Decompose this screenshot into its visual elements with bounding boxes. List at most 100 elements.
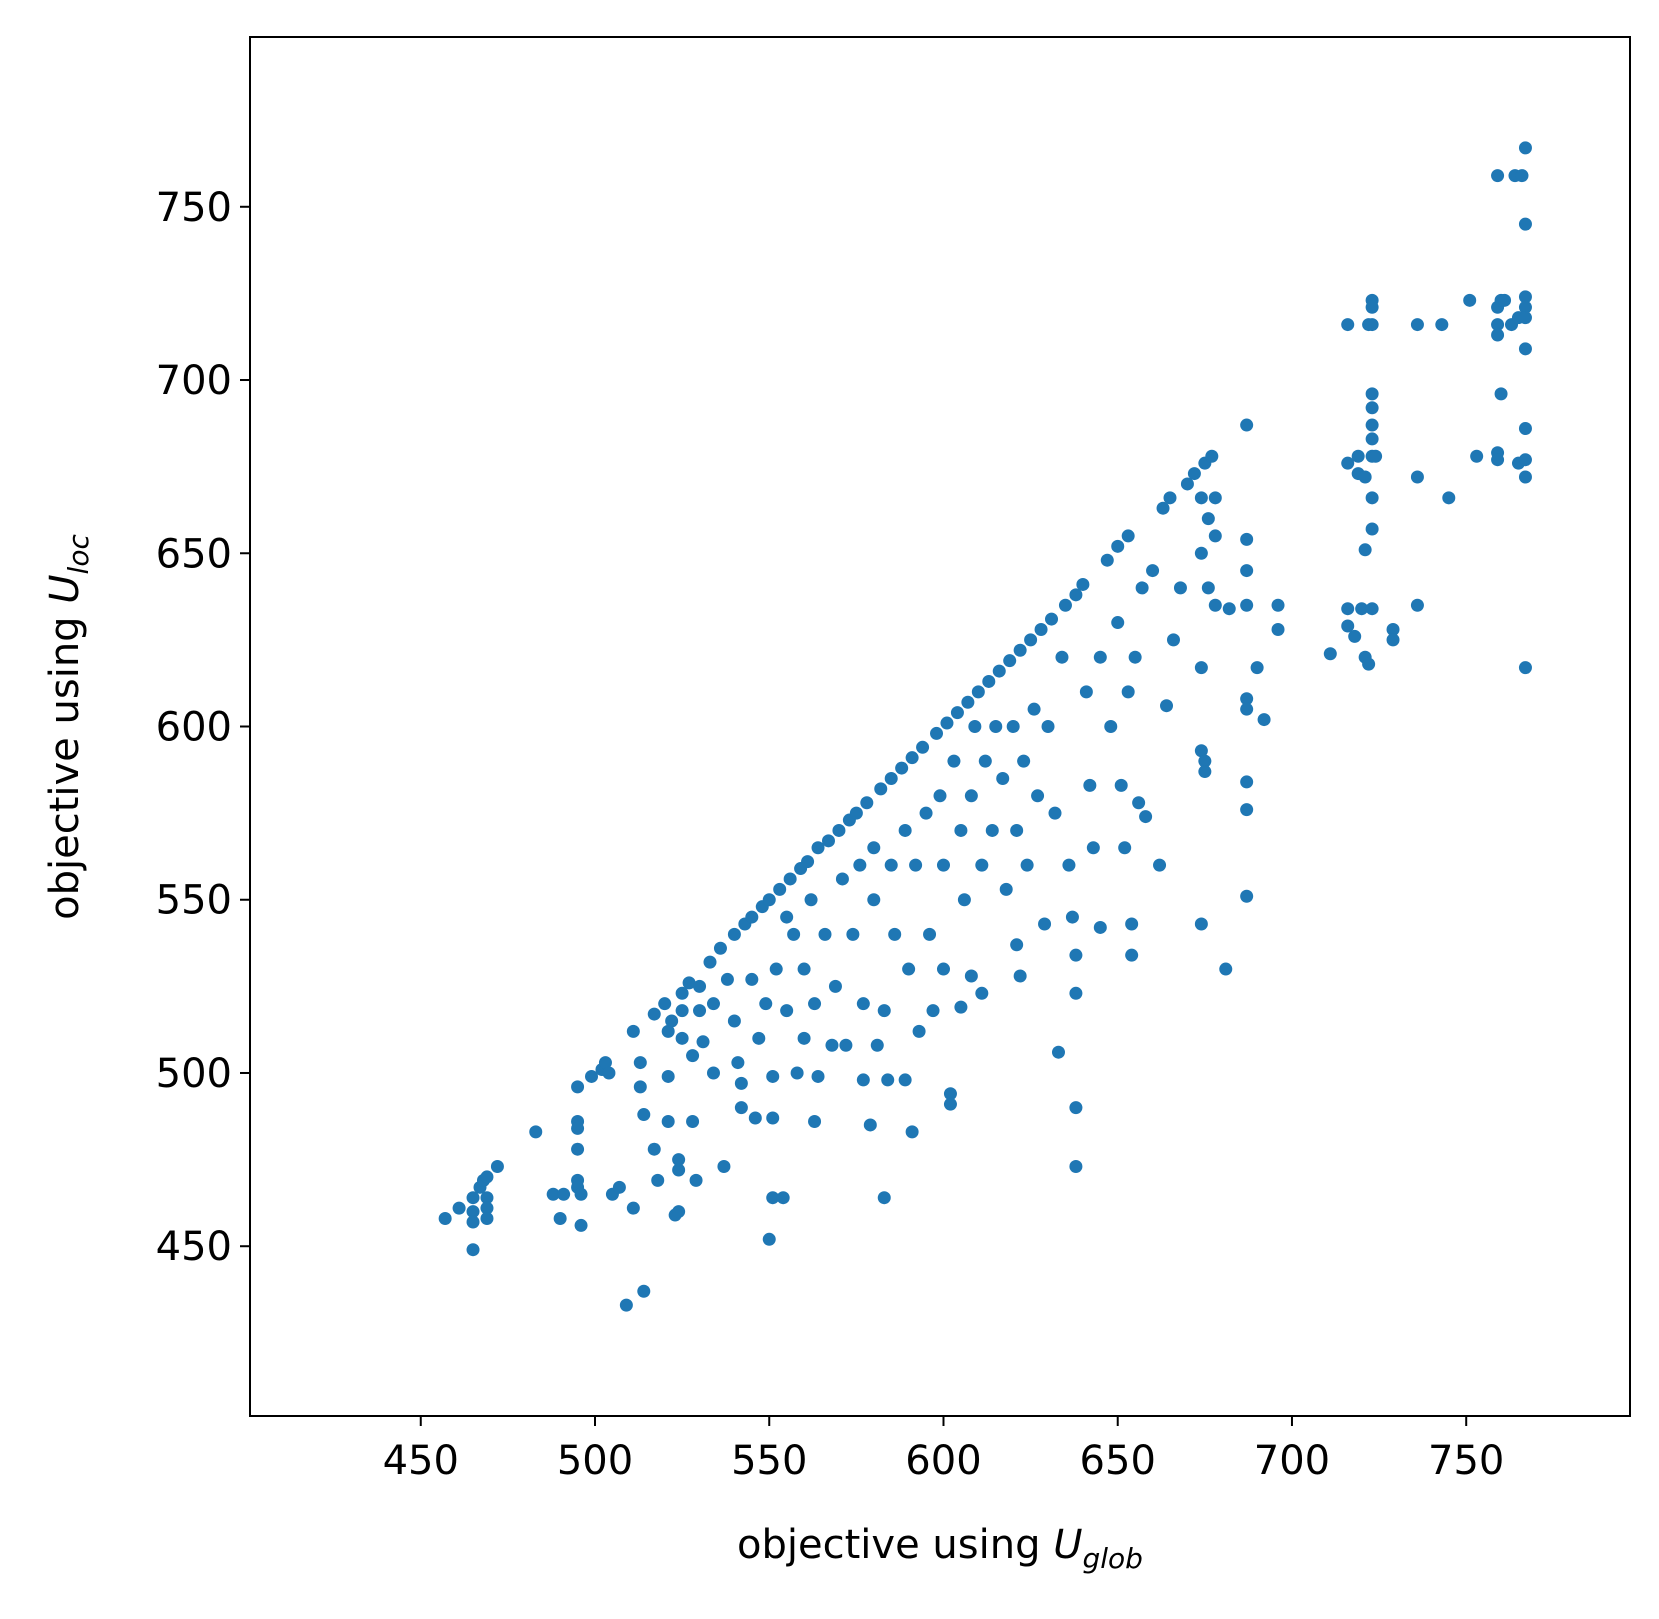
point	[1208, 529, 1222, 543]
point	[825, 1038, 839, 1052]
point	[999, 882, 1013, 896]
x-tick-label: 600	[905, 1438, 981, 1484]
point	[661, 1024, 675, 1038]
point	[895, 761, 909, 775]
point	[1069, 1101, 1083, 1115]
point	[1250, 661, 1264, 675]
point	[706, 1066, 720, 1080]
point	[675, 1004, 689, 1018]
point	[954, 1000, 968, 1014]
point	[1010, 823, 1024, 837]
point	[808, 997, 822, 1011]
point	[769, 962, 783, 976]
point	[1351, 449, 1365, 463]
point	[658, 997, 672, 1011]
point	[936, 962, 950, 976]
plot-frame	[249, 36, 1631, 1417]
point	[1111, 539, 1125, 553]
point	[828, 979, 842, 993]
point	[1121, 685, 1135, 699]
point	[689, 1173, 703, 1187]
point	[1358, 543, 1372, 557]
point	[585, 1069, 599, 1083]
point	[762, 893, 776, 907]
point	[1125, 948, 1139, 962]
point	[1219, 962, 1233, 976]
x-tick-label: 500	[557, 1438, 633, 1484]
point	[766, 1191, 780, 1205]
point	[1208, 491, 1222, 505]
point	[452, 1201, 466, 1215]
point	[682, 976, 696, 990]
point	[811, 841, 825, 855]
point	[1062, 858, 1076, 872]
point	[633, 1056, 647, 1070]
point	[1515, 169, 1529, 183]
point	[884, 771, 898, 785]
point	[909, 858, 923, 872]
point	[1240, 702, 1254, 716]
point	[902, 962, 916, 976]
point	[637, 1284, 651, 1298]
point	[727, 1014, 741, 1028]
point	[874, 782, 888, 796]
point	[745, 910, 759, 924]
y-label-sub: loc	[62, 534, 95, 575]
point	[776, 1191, 790, 1205]
point	[1156, 501, 1170, 515]
point	[1069, 986, 1083, 1000]
point	[964, 969, 978, 983]
point	[1180, 477, 1194, 491]
point	[651, 1173, 665, 1187]
point	[1410, 598, 1424, 612]
point	[881, 1073, 895, 1087]
point	[766, 1069, 780, 1083]
point	[693, 979, 707, 993]
point	[797, 962, 811, 976]
point	[1006, 720, 1020, 733]
point	[856, 997, 870, 1011]
point	[821, 834, 835, 848]
point	[766, 1111, 780, 1125]
point	[1442, 491, 1456, 505]
point	[912, 1024, 926, 1038]
point	[626, 1201, 640, 1215]
point	[438, 1212, 452, 1226]
point	[923, 927, 937, 941]
point	[905, 751, 919, 765]
x-tick-label: 750	[1428, 1438, 1504, 1484]
point	[1362, 657, 1376, 671]
point	[1048, 806, 1062, 820]
point	[811, 1069, 825, 1083]
point	[1069, 1160, 1083, 1174]
point	[888, 927, 902, 941]
point	[1240, 692, 1254, 706]
point	[1041, 720, 1055, 733]
point	[1518, 470, 1532, 484]
point	[982, 674, 996, 688]
point	[905, 1125, 919, 1139]
point	[1240, 532, 1254, 546]
point	[1518, 217, 1532, 231]
point	[466, 1205, 480, 1219]
point	[1121, 529, 1135, 543]
point	[466, 1243, 480, 1257]
point	[672, 1205, 686, 1219]
point	[1132, 796, 1146, 810]
point	[466, 1191, 480, 1205]
point	[1173, 581, 1187, 595]
point	[877, 1004, 891, 1018]
point	[1341, 619, 1355, 633]
point	[637, 1108, 651, 1122]
point	[546, 1187, 560, 1201]
point	[672, 1153, 686, 1167]
point	[1386, 622, 1400, 636]
point	[1518, 422, 1532, 436]
point	[1024, 633, 1038, 647]
point	[867, 841, 881, 855]
point	[1055, 650, 1069, 664]
point	[734, 1101, 748, 1115]
point	[1518, 661, 1532, 675]
y-tick-label: 500	[156, 1051, 232, 1097]
point	[553, 1212, 567, 1226]
